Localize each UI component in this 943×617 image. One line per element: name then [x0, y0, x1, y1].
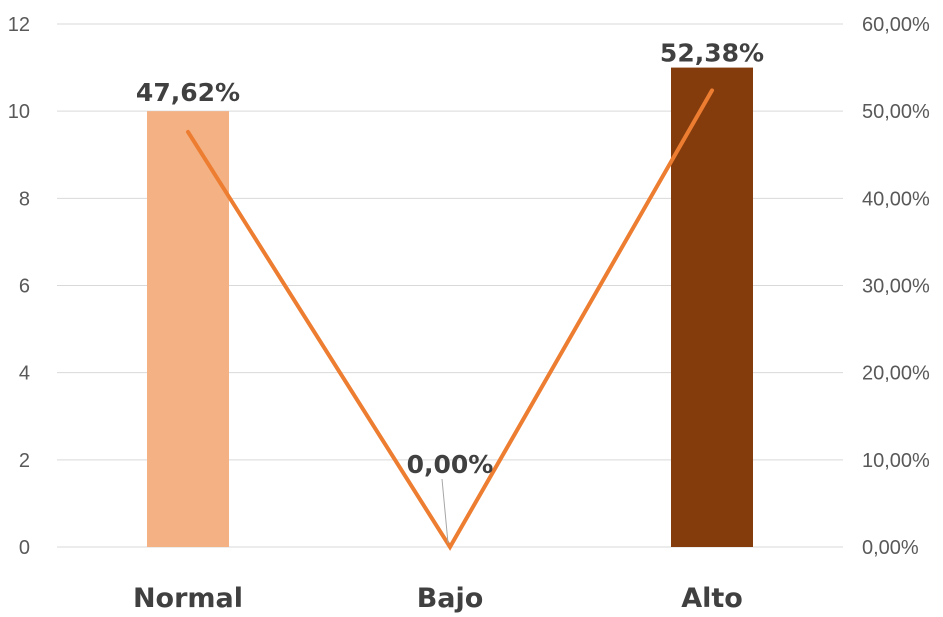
right-tick-label: 60,00% — [862, 14, 930, 36]
category-label: Bajo — [417, 583, 484, 614]
right-axis-ticks: 0,00% 10,00% 20,00% 30,00% 40,00% 50,00% 60,00… — [862, 14, 930, 559]
category-axis-labels: Normal Bajo Alto — [133, 583, 743, 614]
left-axis-ticks: 0 2 4 6 8 10 12 — [8, 14, 30, 559]
line-series — [186, 88, 714, 551]
bar — [147, 111, 229, 548]
left-tick-label: 8 — [19, 188, 30, 210]
right-tick-label: 30,00% — [862, 276, 930, 298]
right-tick-label: 10,00% — [862, 450, 930, 472]
data-label: 52,38% — [660, 39, 764, 68]
bar — [671, 67, 753, 547]
bar-series — [147, 67, 753, 548]
left-tick-label: 12 — [8, 14, 30, 36]
right-tick-label: 50,00% — [862, 101, 930, 123]
right-tick-label: 20,00% — [862, 363, 930, 385]
category-label: Alto — [681, 583, 743, 614]
left-tick-label: 4 — [19, 363, 30, 385]
data-labels: 47,62% 0,00% 52,38% — [136, 39, 764, 544]
data-label: 47,62% — [136, 78, 240, 107]
left-tick-label: 2 — [19, 450, 30, 472]
category-label: Normal — [133, 583, 243, 614]
line-series-path — [186, 88, 714, 551]
right-tick-label: 40,00% — [862, 188, 930, 210]
left-tick-label: 10 — [8, 101, 30, 123]
data-label: 0,00% — [407, 450, 494, 479]
data-label-leader — [441, 478, 449, 544]
left-tick-label: 6 — [19, 276, 30, 298]
right-tick-label: 0,00% — [862, 537, 919, 559]
left-tick-label: 0 — [19, 537, 30, 559]
